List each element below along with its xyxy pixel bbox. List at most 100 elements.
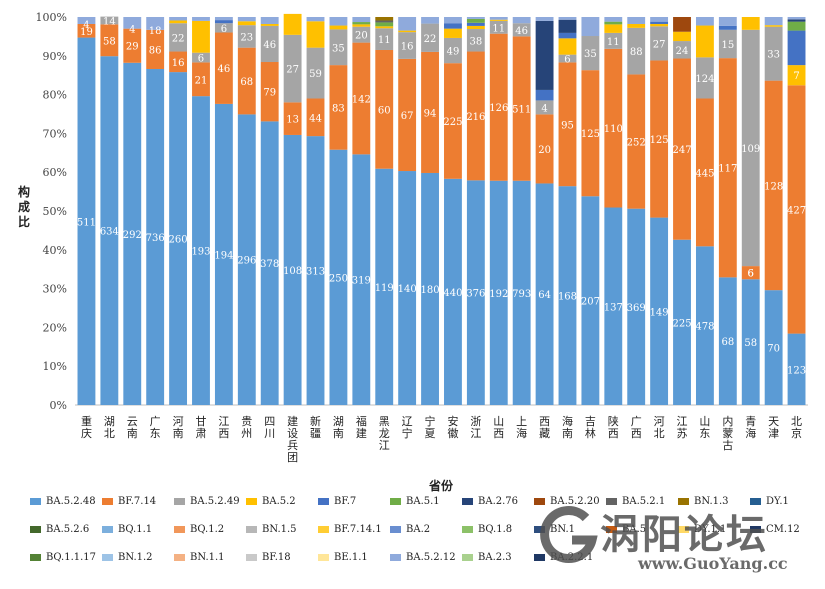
data-label: 292 bbox=[123, 230, 142, 241]
bar-segment bbox=[535, 183, 554, 405]
bar-segment bbox=[489, 180, 508, 405]
legend-swatch bbox=[606, 498, 617, 505]
bar-segment bbox=[214, 20, 233, 24]
legend-item: BN.1 bbox=[534, 524, 575, 535]
legend-item: BF.7 bbox=[318, 496, 356, 507]
bar-segment bbox=[306, 136, 325, 405]
bar-segment bbox=[535, 20, 554, 90]
legend-swatch bbox=[246, 498, 257, 505]
bar-segment bbox=[329, 149, 348, 405]
bar-segment bbox=[375, 168, 394, 405]
data-label: 117 bbox=[718, 164, 737, 175]
legend-label: BA.5.1 bbox=[406, 496, 440, 507]
data-label: 7 bbox=[793, 71, 799, 82]
x-tick-label: 宁夏 bbox=[425, 414, 436, 440]
bar-segment bbox=[695, 246, 714, 405]
bar-segment bbox=[375, 20, 394, 23]
bar-segment bbox=[398, 171, 417, 405]
bar-segment bbox=[214, 17, 233, 21]
bar-segment bbox=[444, 17, 462, 24]
bar-segment bbox=[581, 17, 600, 37]
bar-segment bbox=[741, 266, 760, 280]
data-label: 4 bbox=[129, 25, 135, 36]
legend-swatch bbox=[534, 554, 545, 561]
bar-segment bbox=[650, 21, 669, 24]
bar-segment bbox=[237, 114, 256, 405]
bar-segment bbox=[283, 134, 302, 405]
data-label: 4 bbox=[541, 103, 547, 114]
x-tick-label: 重庆 bbox=[81, 414, 92, 440]
data-label: 478 bbox=[695, 322, 714, 333]
bar-segment bbox=[100, 24, 119, 57]
bar-segment bbox=[764, 26, 783, 81]
data-label: 27 bbox=[286, 65, 299, 76]
bar-segment bbox=[192, 17, 210, 21]
bar-segment bbox=[604, 17, 623, 22]
legend-swatch bbox=[678, 498, 689, 505]
y-tick-label: 70% bbox=[43, 127, 67, 140]
data-label: 225 bbox=[443, 117, 462, 128]
data-label: 250 bbox=[329, 273, 348, 284]
legend-item: BA.5.2.20 bbox=[534, 496, 600, 507]
data-label: 67 bbox=[401, 111, 414, 122]
data-label: 44 bbox=[309, 113, 322, 124]
bar-segment bbox=[718, 58, 737, 278]
data-label: 6 bbox=[198, 54, 204, 65]
bar-segment bbox=[169, 72, 188, 405]
bar-segment bbox=[260, 25, 279, 63]
bar-segment bbox=[260, 121, 279, 405]
legend-swatch bbox=[318, 498, 329, 505]
bar-segment bbox=[787, 30, 806, 66]
bar-segment bbox=[489, 19, 508, 21]
bar-segment bbox=[718, 29, 737, 59]
data-label: 128 bbox=[764, 181, 783, 192]
bar-segment bbox=[627, 74, 646, 209]
bar-segment bbox=[604, 21, 623, 25]
bar-segment bbox=[604, 32, 623, 49]
data-label: 192 bbox=[489, 289, 508, 300]
bar-segment bbox=[741, 279, 760, 405]
data-label: 140 bbox=[398, 284, 417, 295]
bar-segment bbox=[673, 41, 691, 59]
data-label: 793 bbox=[512, 289, 531, 300]
legend-item: BA.2.76 bbox=[462, 496, 518, 507]
bar-segment bbox=[764, 17, 783, 26]
y-tick-label: 20% bbox=[43, 321, 67, 334]
bar-segment bbox=[237, 21, 256, 26]
bar-segment bbox=[627, 27, 646, 75]
legend-swatch bbox=[174, 554, 185, 561]
legend-label: BA.2.3 bbox=[478, 552, 512, 563]
x-tick-label: 安徽 bbox=[447, 414, 458, 440]
legend-label: BN.1.1 bbox=[190, 552, 225, 563]
x-tick-label: 新疆 bbox=[310, 414, 321, 440]
data-label: 70 bbox=[767, 344, 780, 355]
y-tick-label: 80% bbox=[43, 89, 67, 102]
bar-segment bbox=[123, 62, 142, 406]
data-label: 207 bbox=[581, 297, 600, 308]
data-label: 168 bbox=[558, 292, 577, 303]
bar-segment bbox=[673, 17, 691, 32]
bar-segment bbox=[421, 17, 439, 24]
bar-segment bbox=[787, 333, 806, 405]
y-tick-label: 90% bbox=[43, 50, 67, 63]
bar-segment bbox=[214, 23, 233, 33]
bar-segment bbox=[489, 20, 508, 34]
data-label: 736 bbox=[146, 233, 165, 244]
watermark: 涡阳论坛 www.GuoYang.cc bbox=[540, 500, 820, 582]
bar-segment bbox=[604, 24, 623, 33]
bar-segment bbox=[558, 62, 577, 187]
bar-segment bbox=[581, 70, 600, 197]
data-label: 427 bbox=[787, 205, 806, 216]
legend-swatch bbox=[318, 554, 329, 561]
legend-label: BA.2 bbox=[406, 524, 431, 535]
legend-item: BA.5.2 bbox=[246, 496, 296, 507]
bar-segment bbox=[604, 48, 623, 208]
bar-segment bbox=[558, 17, 577, 20]
bar-segment bbox=[237, 17, 256, 22]
x-tick-label: 辽宁 bbox=[402, 415, 413, 440]
data-label: 59 bbox=[309, 69, 322, 80]
data-label: 14 bbox=[103, 16, 116, 27]
legend-item: BA.5.2.12 bbox=[390, 552, 456, 563]
x-tick-label: 广东 bbox=[150, 415, 161, 440]
data-label: 22 bbox=[172, 33, 185, 44]
